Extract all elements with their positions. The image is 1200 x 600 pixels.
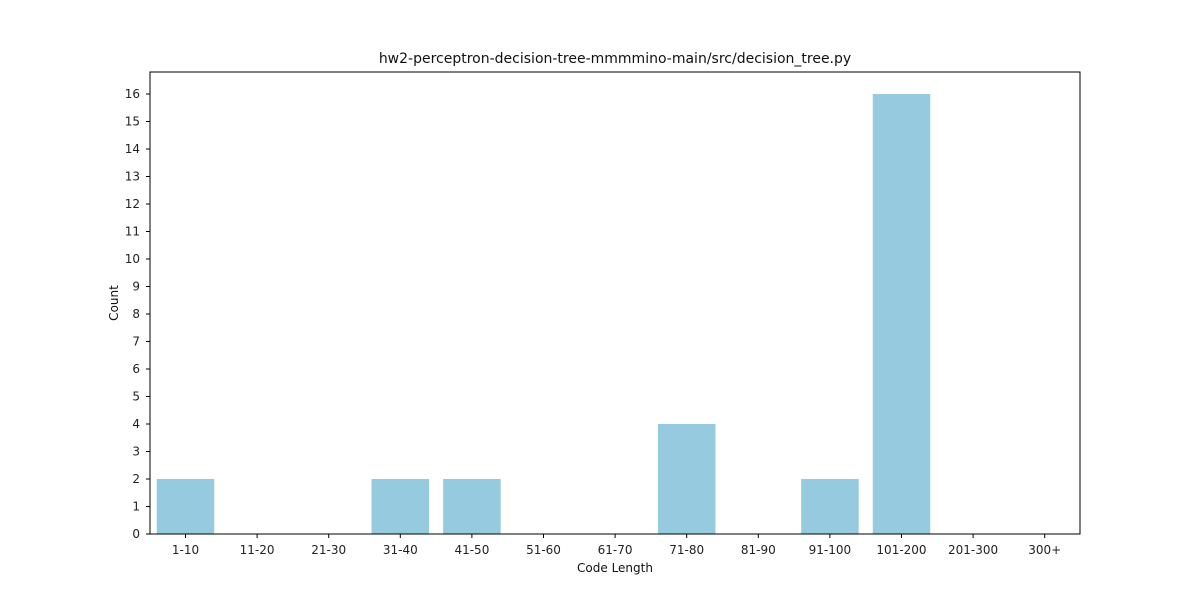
y-axis-label: Count [107,285,121,321]
x-tick-label: 41-50 [454,543,489,557]
y-tick-label: 7 [132,335,140,349]
x-tick-label: 91-100 [809,543,852,557]
x-tick-label: 51-60 [526,543,561,557]
plot-frame [149,71,1081,535]
y-tick-label: 6 [132,362,140,376]
y-tick-label: 16 [125,87,140,101]
bars-layer [156,94,931,534]
bar-101-200 [872,94,931,534]
x-tick-label: 201-300 [948,543,998,557]
x-tick-label: 71-80 [669,543,704,557]
bar-1-10 [156,479,215,534]
y-tick-label: 3 [132,445,140,459]
chart-title: hw2-perceptron-decision-tree-mmmmino-mai… [379,51,851,67]
y-tick-label: 0 [132,527,140,541]
bar-71-80 [657,424,716,534]
x-tick-label: 1-10 [172,543,199,557]
y-tick-label: 5 [132,390,140,404]
bar-41-50 [443,479,501,534]
x-tick-label: 21-30 [311,543,346,557]
x-axis-ticks: 1-10 11-20 21-30 31-40 41-50 51-60 61-70 71-80 8… [172,534,1061,557]
x-tick-label: 81-90 [741,543,776,557]
x-tick-label: 61-70 [598,543,633,557]
x-tick-label: 11-20 [240,543,275,557]
x-axis-label: Code Length [577,561,653,575]
y-tick-label: 8 [132,307,140,321]
y-tick-label: 4 [132,417,140,431]
x-tick-label: 31-40 [383,543,418,557]
y-tick-label: 15 [125,115,140,129]
x-tick-label: 101-200 [876,543,926,557]
bar-91-100 [801,479,859,534]
y-tick-label: 1 [132,500,140,514]
y-tick-label: 13 [125,170,140,184]
y-tick-label: 12 [125,197,140,211]
y-tick-label: 11 [125,225,140,239]
y-tick-label: 10 [125,252,140,266]
bar-31-40 [371,479,430,534]
y-tick-label: 9 [132,280,140,294]
x-tick-label: 300+ [1028,543,1061,557]
y-tick-label: 14 [125,142,140,156]
y-tick-label: 2 [132,472,140,486]
